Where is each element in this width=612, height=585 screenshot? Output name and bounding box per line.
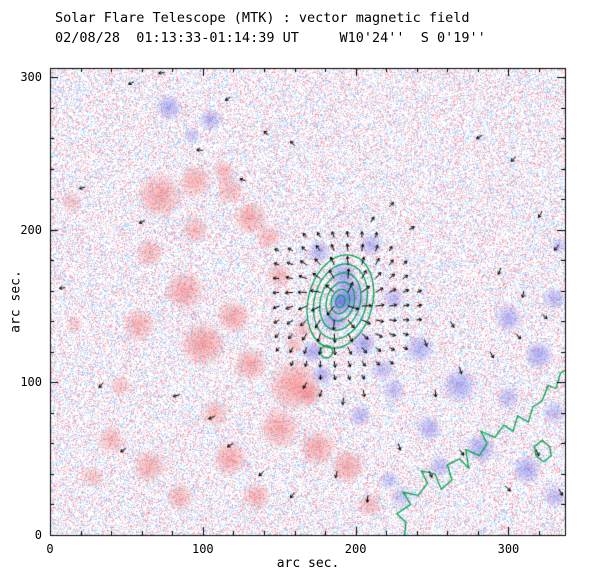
x-axis-label: arc sec. bbox=[276, 556, 340, 571]
y-tick-label: 0 bbox=[34, 528, 42, 542]
x-tick-label: 0 bbox=[46, 542, 54, 556]
chart-subtitle: 02/08/28 01:13:33-01:14:39 UT W10'24'' S… bbox=[55, 30, 486, 46]
x-tick-label: 200 bbox=[344, 542, 367, 556]
y-tick-label: 300 bbox=[20, 70, 42, 85]
chart-title: Solar Flare Telescope (MTK) : vector mag… bbox=[55, 10, 470, 26]
y-axis-label: arc sec. bbox=[8, 270, 24, 333]
y-tick-label: 200 bbox=[20, 222, 42, 237]
x-tick-label: 300 bbox=[497, 542, 520, 556]
y-tick-label: 100 bbox=[20, 375, 42, 390]
x-tick-label: 100 bbox=[191, 542, 214, 556]
